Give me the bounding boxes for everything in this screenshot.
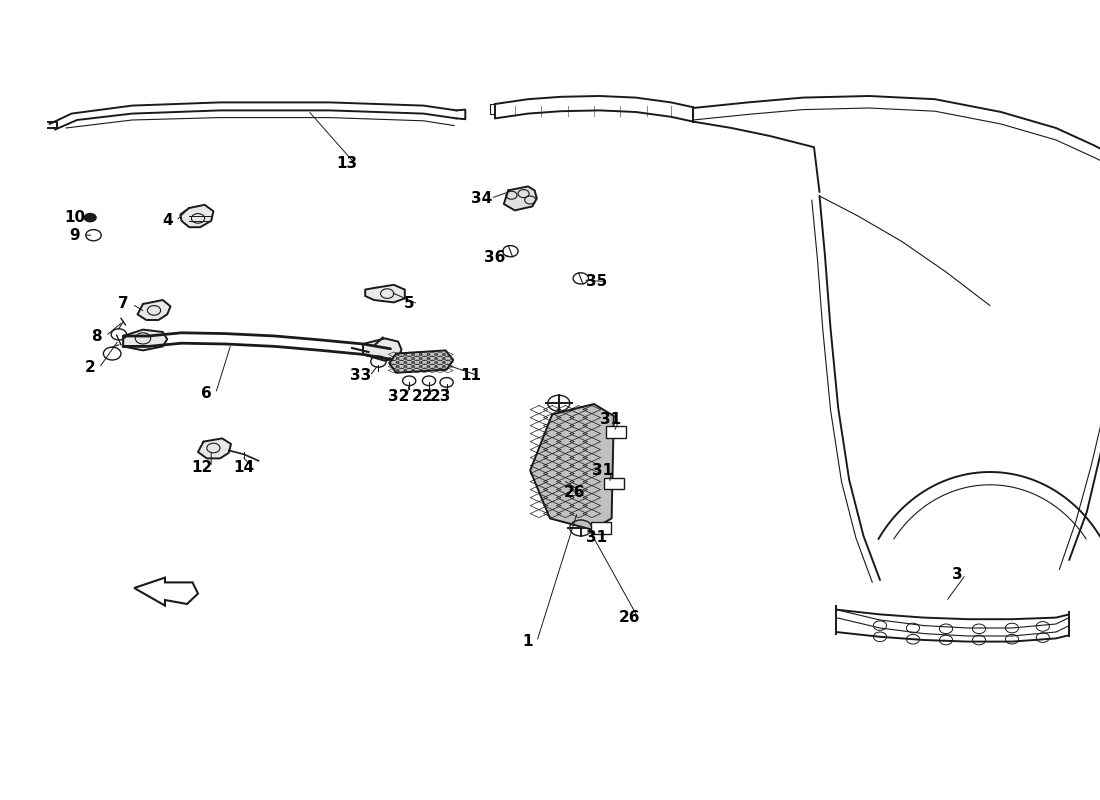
Text: 12: 12 (191, 460, 213, 474)
Text: 4: 4 (162, 214, 173, 228)
Text: 11: 11 (460, 369, 482, 383)
Text: 33: 33 (350, 369, 372, 383)
Text: 22: 22 (411, 390, 433, 404)
Text: 3: 3 (952, 567, 962, 582)
Polygon shape (363, 338, 402, 361)
Bar (591, 522, 611, 534)
Text: 10: 10 (64, 210, 86, 225)
Circle shape (84, 213, 97, 222)
Text: 6: 6 (201, 386, 212, 401)
Bar (604, 478, 624, 489)
Text: 8: 8 (91, 329, 102, 343)
Text: 14: 14 (233, 461, 255, 475)
Polygon shape (138, 300, 170, 320)
Text: 26: 26 (618, 610, 640, 625)
Text: 7: 7 (118, 297, 129, 311)
Text: 35: 35 (585, 274, 607, 289)
Text: 9: 9 (69, 228, 80, 242)
Text: 5: 5 (404, 297, 415, 311)
Text: 26: 26 (563, 486, 585, 500)
Text: 32: 32 (387, 390, 409, 404)
Polygon shape (134, 578, 198, 606)
Polygon shape (180, 205, 213, 227)
Text: 31: 31 (585, 530, 607, 545)
Polygon shape (198, 438, 231, 458)
Text: 36: 36 (484, 250, 506, 265)
Polygon shape (365, 285, 405, 302)
Bar (606, 426, 626, 438)
Text: 23: 23 (429, 390, 451, 404)
Text: 31: 31 (592, 463, 614, 478)
Polygon shape (530, 404, 614, 530)
Text: 2: 2 (85, 361, 96, 375)
Text: 13: 13 (336, 157, 358, 171)
Polygon shape (389, 350, 453, 373)
Polygon shape (123, 330, 167, 350)
Text: 34: 34 (471, 191, 493, 206)
Text: 31: 31 (600, 413, 621, 427)
Polygon shape (504, 186, 537, 210)
Text: 1: 1 (522, 634, 534, 649)
